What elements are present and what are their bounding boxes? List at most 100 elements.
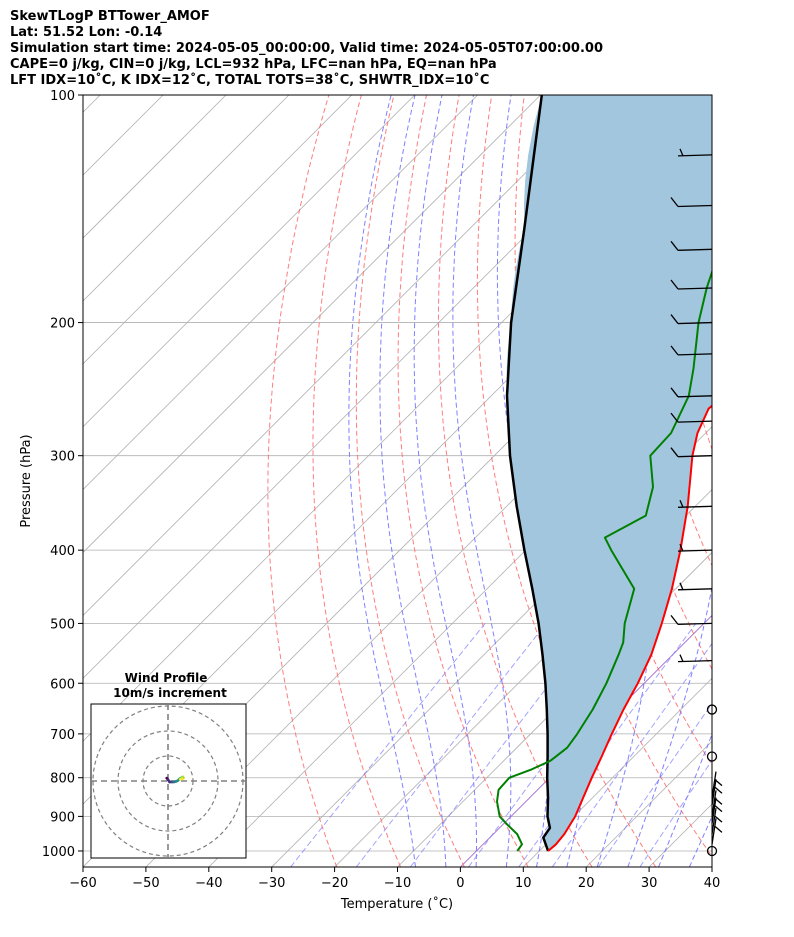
title-line-3: Simulation start time: 2024-05-05_00:00:…	[10, 41, 603, 56]
wind-barb-staff	[711, 818, 717, 845]
wind-barb-flag	[714, 779, 723, 787]
sounding-profiles	[496, 95, 712, 852]
isotherm-line	[523, 677, 712, 867]
wind-barb	[670, 447, 713, 458]
x-axis-label: Temperature (˚C)	[340, 896, 453, 912]
y-tick-label: 900	[50, 810, 75, 825]
isotherm-line	[397, 551, 712, 867]
dry-adiabat	[267, 95, 338, 867]
wind-barb	[670, 412, 713, 423]
wind-barb-staff	[677, 622, 713, 626]
wind-barb-flag	[679, 654, 684, 662]
temperature-profile-line	[547, 404, 712, 852]
y-tick-label: 200	[50, 317, 75, 332]
wind-barb-staff	[677, 549, 713, 552]
x-tick-label: −50	[132, 876, 159, 891]
wind-barb-flag	[670, 345, 679, 356]
x-tick-label: 10	[515, 876, 532, 891]
wind-barb-staff	[677, 248, 713, 251]
dry-adiabat	[514, 95, 712, 858]
wind-barb	[711, 797, 723, 824]
wind-barb	[711, 818, 723, 845]
wind-barb-staff	[711, 797, 717, 824]
wind-barb-staff	[677, 395, 713, 398]
hodograph-subtitle: 10m/s increment	[113, 686, 227, 700]
wind-barb-staff	[677, 588, 713, 591]
wind-barb-flag	[679, 582, 684, 591]
mixing-ratio-line	[290, 623, 486, 867]
moist-adiabat	[627, 95, 712, 867]
wind-barb-flag	[670, 240, 679, 251]
wind-barb	[670, 387, 713, 398]
wind-barb-flag	[670, 387, 679, 398]
moist-adiabat	[413, 95, 477, 867]
isotherm-line	[83, 95, 541, 554]
dry-adiabat	[355, 95, 465, 867]
wind-barb-flag	[679, 148, 684, 157]
isotherm-line	[83, 95, 353, 365]
x-tick-label: 30	[641, 876, 658, 891]
wind-barb-flag	[679, 543, 684, 552]
moist-adiabat	[496, 95, 551, 867]
dry-adiabat	[720, 95, 794, 867]
hodograph-inset: Wind Profile 10m/s increment	[90, 671, 247, 859]
title-line-5: LFT IDX=10˚C, K IDX=12˚C, TOTAL TOTS=38˚…	[10, 73, 490, 88]
y-tick-label: 100	[50, 89, 75, 104]
x-tick-label: −30	[258, 876, 285, 891]
dry-adiabat	[752, 95, 794, 867]
y-tick-label: 600	[50, 677, 75, 692]
y-tick-label: 500	[50, 617, 75, 632]
wind-barb-staff	[711, 808, 717, 835]
isotherm-line	[83, 95, 604, 616]
wind-barb-staff	[677, 353, 713, 356]
wind-barb	[677, 654, 713, 663]
wind-barb-flag	[714, 825, 723, 833]
mixing-ratio-line	[551, 642, 712, 867]
wind-barb-staff	[677, 420, 713, 423]
wind-barbs	[670, 148, 723, 857]
wind-barb-flag	[714, 797, 723, 805]
title-line-2: Lat: 51.52 Lon: -0.14	[10, 25, 163, 40]
hodograph-plot	[91, 704, 246, 858]
isotherm-line	[775, 95, 794, 867]
wind-barb-staff	[677, 505, 713, 508]
x-tick-label: −40	[195, 876, 222, 891]
wind-barb-staff	[711, 779, 717, 806]
moist-adiabat	[452, 95, 512, 867]
mixing-ratio-line	[597, 702, 712, 867]
wind-barb-flag	[670, 447, 679, 458]
dry-adiabat	[312, 95, 402, 867]
hodograph-ring	[117, 730, 219, 832]
x-tick-label: −20	[321, 876, 348, 891]
isotherm-line	[83, 95, 415, 428]
wind-barb-flag	[670, 412, 679, 423]
x-tick-label: −60	[69, 876, 96, 891]
y-tick-label: 300	[50, 450, 75, 465]
moist-adiabat	[379, 95, 447, 867]
moist-adiabat	[658, 733, 712, 867]
parcel-profile-line	[505, 95, 552, 852]
wind-barb-staff	[677, 321, 713, 325]
wind-barb-flag	[679, 500, 684, 508]
dry-adiabat	[785, 95, 794, 867]
y-tick-label: 1000	[42, 845, 75, 860]
wind-barb-staff	[677, 659, 713, 663]
cape-shading	[506, 95, 712, 851]
mixing-ratio-line	[639, 759, 712, 867]
wind-barb	[677, 582, 713, 591]
wind-barb-staff	[677, 455, 713, 458]
y-tick-label: 700	[50, 728, 75, 743]
wind-barb-flag	[670, 197, 679, 207]
title-line-4: CAPE=0 j/kg, CIN=0 j/kg, LCL=932 hPa, LF…	[10, 57, 497, 72]
wind-barb-staff	[677, 204, 713, 208]
isotherm-line	[83, 95, 290, 302]
isotherm-line	[83, 95, 101, 113]
wind-barb	[670, 314, 713, 325]
wind-barb-flag	[670, 279, 679, 290]
wind-barb-flag	[670, 615, 679, 625]
wind-barb-flag	[670, 314, 679, 324]
title-line-1: SkewTLogP BTTower_AMOF	[10, 9, 210, 24]
dry-adiabat	[397, 95, 529, 867]
x-tick-label: −10	[384, 876, 411, 891]
